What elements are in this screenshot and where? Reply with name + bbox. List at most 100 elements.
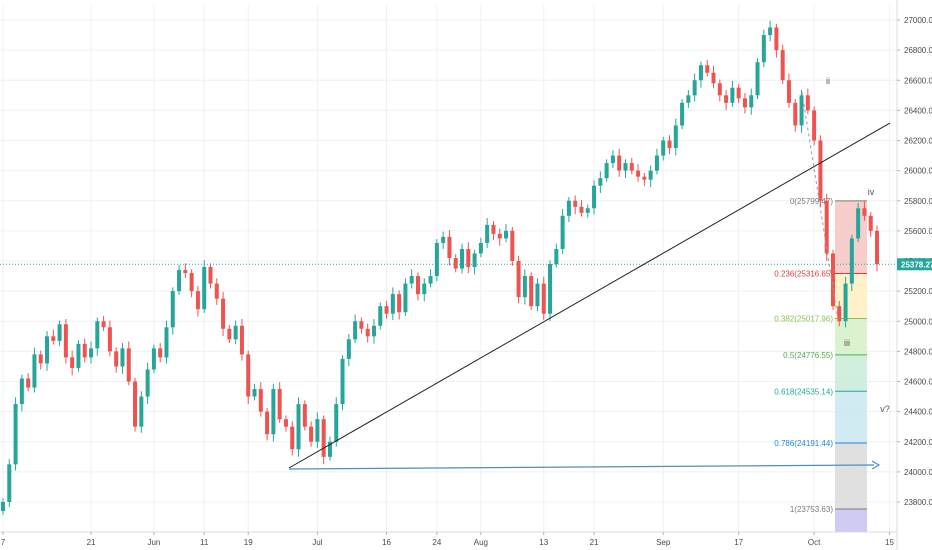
candle-body [453, 257, 458, 269]
candle-body [598, 178, 603, 186]
y-tick-label: 26000.00 [904, 167, 932, 176]
candle-body [422, 283, 427, 295]
y-tick-label: 25800.00 [904, 197, 932, 206]
candle-body [189, 273, 194, 292]
candle-body [812, 110, 817, 141]
candle-body [158, 348, 163, 358]
candle-body [428, 276, 433, 284]
candle-body [340, 358, 345, 405]
candle-body [875, 230, 879, 265]
candle-body [321, 419, 326, 457]
candle-body [359, 321, 364, 329]
x-axis[interactable]: 721Jun1119Jul1624Aug1321Sep17Oct1523 [0, 531, 932, 547]
candle-body [579, 206, 584, 213]
candle-body [818, 140, 823, 201]
candle-body [371, 325, 376, 337]
candle-body [642, 176, 647, 180]
candle-body [711, 72, 716, 84]
candle-body [661, 140, 666, 156]
candle-body [868, 215, 873, 231]
candle-body [334, 404, 339, 442]
candle-body [397, 294, 402, 313]
candle-body [862, 208, 867, 216]
candle-body [114, 351, 119, 367]
candle-body [749, 95, 754, 108]
x-tick-label: 21 [590, 538, 599, 547]
candle-body [698, 65, 703, 81]
candle-body [246, 354, 251, 397]
candle-body [472, 253, 477, 268]
candle-body [177, 270, 182, 292]
drawings[interactable]: ii iv iii v? [0, 76, 897, 470]
candle-body [541, 283, 546, 314]
y-tick-label: 27000.00 [904, 16, 932, 25]
x-tick-label: 15 [885, 538, 894, 547]
x-tick-label: 19 [244, 538, 253, 547]
fib-retracement[interactable]: 0(25799.47) 0.236(25316.65) 0.382(25017.96… [774, 197, 867, 532]
candle-body [195, 291, 200, 310]
candle-body [290, 426, 295, 450]
x-tick-label: 7 [1, 538, 6, 547]
candle-body [742, 98, 747, 108]
wave-label: ii [826, 76, 830, 86]
candle-body [296, 404, 301, 450]
candle-body [126, 348, 131, 382]
y-tick-label: 24400.00 [904, 408, 932, 417]
x-tick-label: Aug [474, 538, 488, 547]
candle-body [390, 294, 395, 314]
candle-body [566, 200, 571, 216]
wave-label: iv [868, 187, 875, 197]
candle-body [26, 378, 31, 388]
candle-body [780, 50, 785, 81]
candle-body [774, 27, 779, 51]
grid [0, 5, 897, 532]
candle-body [497, 233, 502, 239]
candle-body [799, 95, 804, 126]
candle-body [214, 283, 219, 299]
candle-body [554, 248, 559, 265]
y-tick-label: 25200.00 [904, 287, 932, 296]
candle-body [830, 253, 835, 307]
candle-body [717, 83, 722, 96]
candle-body [441, 236, 446, 243]
x-tick-label: 11 [200, 538, 209, 547]
candle-body [768, 27, 773, 36]
y-axis[interactable]: 23800.00 24000.00 24200.00 24400.00 24600.00… [896, 0, 932, 550]
candle-body [82, 343, 87, 358]
candle-body [805, 95, 810, 111]
candle-body [145, 369, 150, 397]
candle-body [95, 321, 100, 349]
candle-body [164, 327, 169, 358]
candle-body [522, 276, 527, 298]
candle-body [133, 381, 138, 427]
candle-body [755, 62, 760, 96]
candle-body [761, 35, 766, 63]
candle-body [573, 200, 578, 207]
fib-level-label: 0(25799.47) [790, 197, 833, 206]
trendline[interactable] [288, 122, 891, 469]
candle-body [202, 267, 207, 310]
candle-body [434, 242, 439, 277]
candle-body [283, 419, 288, 427]
fib-level-label: 0.236(25316.65) [774, 270, 833, 279]
candle-body [265, 411, 270, 435]
candle-body [692, 80, 697, 96]
candle-body [824, 200, 829, 254]
candle-body [736, 87, 741, 99]
horizontal-ray[interactable] [288, 464, 875, 470]
candle-body [365, 328, 370, 337]
candle-body [504, 230, 509, 239]
fib-band [835, 391, 867, 444]
candle-body [378, 306, 383, 326]
candle-body [315, 419, 320, 442]
wave-projection-line[interactable] [801, 91, 839, 321]
candle-body [623, 163, 628, 171]
candle-body [415, 276, 420, 295]
ray-arrow-icon [871, 460, 881, 470]
candle-body [560, 215, 565, 249]
candle-body [403, 283, 408, 313]
candle-body [724, 95, 729, 103]
last-price-tag [897, 258, 932, 271]
